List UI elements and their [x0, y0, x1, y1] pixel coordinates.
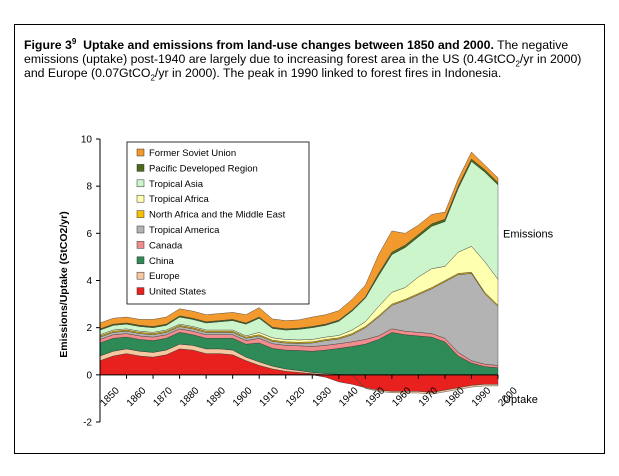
caption-label-sup: 9 [71, 36, 77, 46]
legend: Former Soviet Union Pacific Developed Reg… [126, 141, 310, 305]
legend-swatch-united-states [136, 287, 145, 295]
area-former-soviet-union [99, 151, 499, 330]
legend-swatch-north-africa-and-the-middle-east [136, 210, 145, 218]
y-tick-label: 0 [86, 370, 92, 381]
legend-label-tropical-asia: Tropical Asia [149, 179, 204, 190]
legend-swatch-tropical-africa [136, 194, 145, 203]
legend-label-pacific-developed-region: Pacific Developed Region [149, 163, 258, 174]
legend-swatch-tropical-asia [136, 179, 145, 188]
legend-label-united-states: United States [149, 287, 206, 298]
legend-swatch-canada [136, 241, 145, 249]
caption-title: Uptake and emissions from land-use chang… [83, 38, 494, 52]
figure-frame [14, 24, 605, 454]
legend-label-tropical-africa: Tropical Africa [149, 194, 210, 205]
legend-label-china: China [149, 256, 175, 267]
caption-sub-1: 2 [515, 59, 520, 69]
legend-swatch-europe [136, 271, 145, 280]
caption-text-2: /yr in 2000) and Europe (0.07GtCO [24, 52, 582, 81]
annotation-emissions: Emissions [503, 228, 554, 240]
x-tick-label: 1940 [337, 385, 361, 409]
x-tick-label: 1930 [311, 385, 335, 409]
y-tick-label: 4 [86, 276, 92, 287]
y-tick-label: -2 [83, 418, 92, 429]
y-tick-label: 8 [86, 182, 92, 193]
area-series-group [99, 151, 499, 395]
y-tick-label: 2 [86, 323, 92, 334]
x-tick-label: 1990 [470, 385, 494, 409]
legend-label-europe: Europe [149, 271, 180, 282]
y-tick-label: 6 [86, 229, 92, 240]
caption-label: Figure 3 [24, 38, 72, 52]
caption-sub-2: 2 [150, 73, 155, 83]
figure-caption: Figure 39 Uptake and emissions from land… [24, 36, 594, 83]
x-tick-label: 1860 [125, 385, 149, 409]
legend-box [126, 141, 310, 305]
x-tick-label: 1850 [98, 385, 122, 409]
legend-label-north-africa-and-the-middle-east: North Africa and the Middle East [149, 210, 286, 221]
legend-swatch-former-soviet-union [136, 148, 145, 157]
x-tick-label: 1900 [231, 385, 255, 409]
caption-text-3: /yr in 2000). The peak in 1990 linked to… [154, 66, 502, 81]
x-tick-label: 1920 [284, 385, 308, 409]
x-tick-label: 1870 [151, 385, 175, 409]
legend-swatch-tropical-america [136, 225, 145, 234]
y-axis-label: Emissions/Uptake (GtCO2/yr) [58, 211, 70, 357]
y-tick-label: 10 [81, 135, 93, 146]
legend-label-former-soviet-union: Former Soviet Union [149, 148, 236, 159]
legend-swatch-pacific-developed-region [136, 164, 145, 172]
legend-swatch-china [136, 256, 145, 265]
x-tick-label: 1880 [178, 385, 202, 409]
x-tick-label: 1910 [258, 385, 282, 409]
legend-label-tropical-america: Tropical America [149, 225, 220, 236]
annotation-uptake: Uptake [503, 394, 538, 406]
legend-label-canada: Canada [149, 240, 183, 251]
caption-text-1: The negative emissions (uptake) post-194… [24, 38, 569, 67]
x-tick-label: 1890 [204, 385, 228, 409]
